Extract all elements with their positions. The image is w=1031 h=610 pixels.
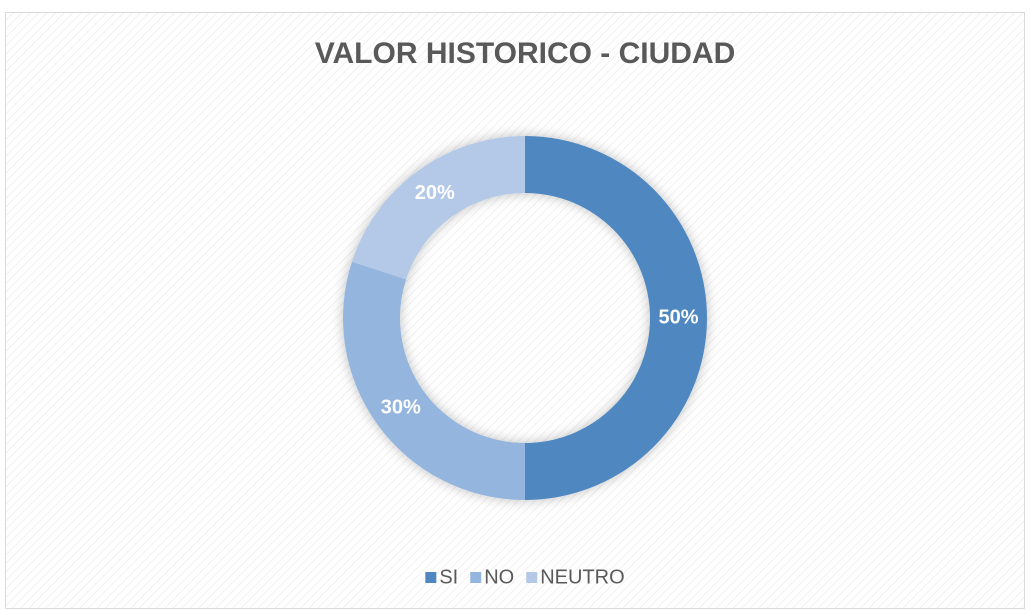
data-label: 20% [415, 182, 455, 204]
donut [343, 136, 707, 500]
legend-swatch [470, 572, 482, 583]
legend-swatch [425, 572, 437, 583]
data-label: 30% [381, 397, 421, 419]
legend-label: SI [439, 566, 458, 588]
data-labels: 50% 30% 20% [381, 182, 699, 418]
chart-title: VALOR HISTORICO - CIUDAD [315, 37, 736, 70]
donut-segment [351, 136, 525, 280]
donut-segment [343, 261, 525, 500]
legend: SI NO NEUTRO [425, 566, 625, 588]
legend-label: NEUTRO [540, 566, 624, 588]
donut-segment [525, 136, 707, 500]
chart-area [5, 12, 1025, 609]
legend-swatch [526, 572, 538, 583]
legend-label: NO [484, 566, 514, 588]
data-label: 50% [658, 306, 698, 328]
